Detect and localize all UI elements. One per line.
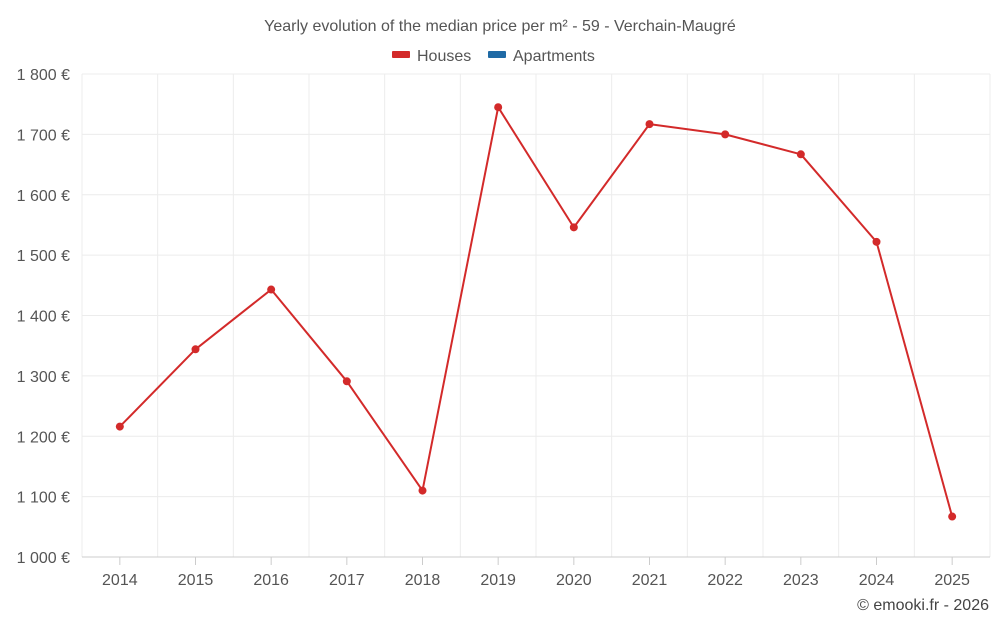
legend-label-apartments: Apartments (513, 48, 595, 65)
legend-item-houses[interactable]: Houses (392, 48, 471, 65)
x-tick-label: 2023 (783, 572, 819, 589)
x-tick-label: 2024 (859, 572, 895, 589)
y-axis-ticks: 1 000 € 1 100 € 1 200 € 1 300 € 1 400 € 1 500… (17, 67, 70, 567)
axes (82, 556, 990, 565)
x-tick-label: 2017 (329, 572, 365, 589)
data-point-2025[interactable] (948, 512, 957, 521)
credit-text: © emooki.fr - 2026 (857, 597, 989, 614)
y-tick-label: 1 000 € (17, 550, 70, 567)
data-point-2022[interactable] (721, 130, 730, 139)
x-tick-label: 2014 (102, 572, 138, 589)
y-tick-label: 1 400 € (17, 309, 70, 326)
x-axis-ticks: 2014 2015 2016 2017 2018 2019 2020 2021 2022 2023… (102, 572, 970, 589)
gridlines (81, 73, 991, 557)
x-tick-label: 2019 (480, 572, 516, 589)
data-point-2014[interactable] (115, 422, 124, 431)
data-point-2018[interactable] (418, 486, 427, 495)
y-tick-label: 1 800 € (17, 67, 70, 84)
x-tick-label: 2021 (632, 572, 668, 589)
legend: Houses Apartments (392, 48, 595, 65)
y-tick-label: 1 500 € (17, 248, 70, 265)
data-point-2021[interactable] (645, 120, 654, 129)
x-tick-label: 2020 (556, 572, 592, 589)
x-tick-label: 2022 (707, 572, 743, 589)
data-point-2015[interactable] (191, 345, 200, 354)
legend-item-apartments[interactable]: Apartments (488, 48, 595, 65)
y-tick-label: 1 100 € (17, 490, 70, 507)
chart-title: Yearly evolution of the median price per… (264, 18, 736, 35)
data-point-2020[interactable] (569, 223, 578, 232)
data-point-2019[interactable] (494, 103, 503, 112)
x-tick-label: 2016 (253, 572, 289, 589)
legend-swatch-apartments (488, 51, 506, 58)
legend-label-houses: Houses (417, 48, 471, 65)
legend-swatch-houses (392, 51, 410, 58)
data-point-2016[interactable] (267, 285, 276, 294)
x-tick-label: 2018 (405, 572, 441, 589)
y-tick-label: 1 300 € (17, 369, 70, 386)
data-point-2017[interactable] (342, 377, 351, 386)
y-tick-label: 1 600 € (17, 188, 70, 205)
data-point-2024[interactable] (872, 237, 881, 246)
x-tick-label: 2015 (178, 572, 214, 589)
y-tick-label: 1 200 € (17, 429, 70, 446)
x-tick-label: 2025 (934, 572, 970, 589)
y-tick-label: 1 700 € (17, 127, 70, 144)
series-houses (115, 103, 957, 521)
series-line-houses (119, 106, 954, 517)
data-point-2023[interactable] (796, 150, 805, 159)
